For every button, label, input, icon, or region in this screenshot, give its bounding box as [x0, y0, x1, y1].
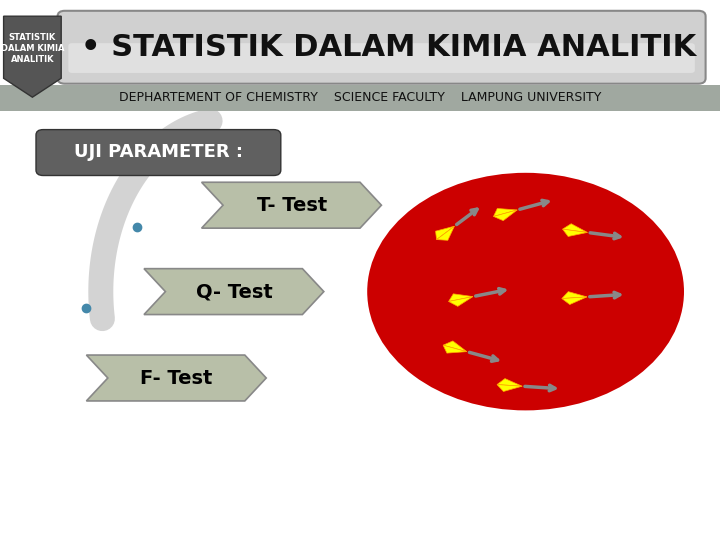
Circle shape [367, 173, 684, 410]
FancyBboxPatch shape [0, 85, 720, 111]
Polygon shape [493, 208, 517, 217]
Polygon shape [449, 296, 473, 306]
Circle shape [410, 205, 641, 378]
Polygon shape [562, 292, 587, 299]
FancyBboxPatch shape [36, 130, 281, 176]
Circle shape [432, 221, 619, 362]
Polygon shape [4, 16, 61, 97]
Polygon shape [449, 294, 473, 301]
Polygon shape [562, 224, 588, 232]
Text: F- Test: F- Test [140, 368, 213, 388]
Polygon shape [202, 183, 382, 228]
FancyBboxPatch shape [58, 11, 706, 84]
Polygon shape [436, 226, 454, 240]
Polygon shape [562, 229, 588, 237]
Text: Q- Test: Q- Test [196, 282, 273, 301]
Polygon shape [86, 355, 266, 401]
Text: T- Test: T- Test [257, 195, 327, 215]
Polygon shape [562, 297, 587, 305]
Polygon shape [144, 268, 324, 314]
Circle shape [464, 246, 587, 338]
Text: UJI PARAMETER :: UJI PARAMETER : [74, 143, 243, 161]
Text: • STATISTIK DALAM KIMIA ANALITIK: • STATISTIK DALAM KIMIA ANALITIK [81, 33, 696, 62]
Polygon shape [497, 379, 522, 386]
Polygon shape [497, 384, 522, 391]
Polygon shape [443, 345, 467, 353]
Polygon shape [493, 210, 517, 221]
Polygon shape [443, 341, 467, 352]
Circle shape [490, 265, 562, 319]
Text: STATISTIK
DALAM KIMIA
ANALITIK: STATISTIK DALAM KIMIA ANALITIK [1, 33, 64, 64]
Polygon shape [436, 226, 454, 240]
Text: DEPHARTEMENT OF CHEMISTRY    SCIENCE FACULTY    LAMPUNG UNIVERSITY: DEPHARTEMENT OF CHEMISTRY SCIENCE FACULT… [119, 91, 601, 104]
FancyBboxPatch shape [68, 43, 695, 73]
